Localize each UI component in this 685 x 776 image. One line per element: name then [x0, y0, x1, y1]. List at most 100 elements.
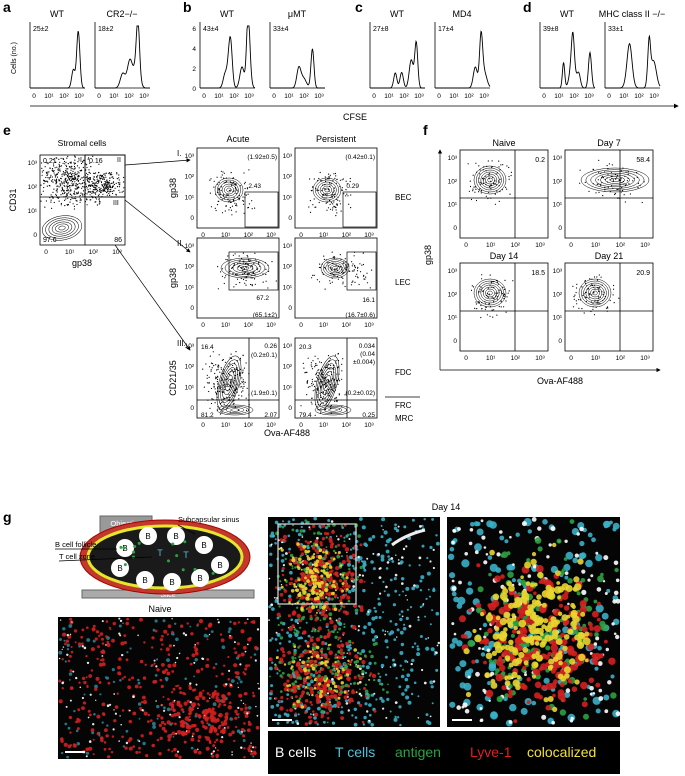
- antigen-dot: [193, 567, 197, 571]
- event-dot: [493, 301, 495, 303]
- event-dot: [53, 165, 55, 167]
- cell: [315, 671, 319, 675]
- event-dot: [70, 180, 72, 182]
- event-dot: [237, 370, 239, 372]
- cell: [138, 751, 141, 754]
- event-dot: [82, 179, 84, 181]
- event-dot: [222, 398, 224, 400]
- cell: [165, 647, 170, 652]
- event-dot: [103, 173, 105, 175]
- event-dot: [57, 197, 60, 199]
- event-dot: [326, 373, 328, 375]
- cell: [196, 623, 200, 626]
- cell: [475, 521, 481, 527]
- event-dot: [609, 299, 611, 302]
- cell: [321, 523, 326, 528]
- event-dot: [59, 184, 61, 186]
- event-dot: [575, 291, 577, 294]
- event-dot: [477, 291, 480, 293]
- cell: [320, 713, 325, 717]
- cell: [461, 705, 465, 709]
- cell: [476, 703, 484, 711]
- event-dot: [322, 381, 324, 383]
- event-dot: [613, 284, 615, 287]
- plot-note: 18±2: [98, 26, 114, 33]
- event-dot: [592, 308, 594, 310]
- cell: [244, 667, 248, 671]
- event-dot: [574, 294, 576, 296]
- cell: [151, 636, 155, 640]
- event-dot: [74, 184, 76, 186]
- event-dot: [483, 178, 485, 180]
- cell: [337, 696, 341, 700]
- event-dot: [246, 254, 248, 257]
- event-dot: [324, 408, 326, 410]
- event-dot: [75, 177, 77, 179]
- event-dot: [233, 286, 235, 288]
- event-dot: [362, 263, 365, 266]
- plot-title: Naive: [492, 138, 515, 148]
- cell: [456, 640, 463, 647]
- cell: [288, 597, 292, 602]
- cell: [343, 524, 347, 527]
- event-dot: [262, 281, 264, 283]
- cell: [80, 635, 84, 639]
- event-dot: [95, 172, 97, 174]
- event-dot: [72, 170, 74, 172]
- event-dot: [324, 394, 326, 396]
- cell: [297, 713, 300, 716]
- antigen-dot: [119, 545, 123, 549]
- event-dot: [118, 177, 120, 179]
- cell: [325, 711, 329, 715]
- event-dot: [105, 172, 107, 174]
- event-dot: [311, 385, 313, 387]
- event-dot: [304, 372, 306, 374]
- event-dot: [333, 190, 335, 192]
- cell: [613, 632, 617, 636]
- event-dot: [486, 165, 488, 167]
- cell: [160, 716, 164, 720]
- cell: [288, 633, 293, 638]
- cell: [385, 655, 388, 659]
- cell: [244, 703, 247, 706]
- event-dot: [587, 287, 590, 290]
- cell: [405, 586, 410, 591]
- cell: [416, 652, 421, 657]
- event-dot: [475, 303, 477, 305]
- cell: [152, 721, 156, 726]
- gate: [84, 154, 126, 198]
- cell: [325, 657, 328, 660]
- event-dot: [235, 351, 237, 353]
- cell: [138, 740, 141, 743]
- event-dot: [219, 385, 221, 387]
- event-dot: [467, 163, 469, 165]
- event-dot: [242, 262, 244, 264]
- event-dot: [330, 386, 332, 388]
- event-dot: [237, 196, 239, 198]
- event-dot: [267, 287, 269, 289]
- plot-title: Stromal cells: [58, 138, 107, 148]
- cell: [323, 720, 326, 724]
- tick-label: 10³: [364, 322, 374, 329]
- event-dot: [332, 180, 334, 182]
- event-dot: [321, 189, 323, 192]
- event-dot: [75, 188, 77, 190]
- cell: [483, 546, 487, 549]
- event-dot: [592, 183, 594, 185]
- event-dot: [491, 160, 493, 162]
- cell: [321, 536, 326, 541]
- event-dot: [322, 398, 324, 400]
- event-dot: [226, 376, 228, 378]
- event-dot: [258, 263, 260, 265]
- event-dot: [240, 391, 243, 393]
- cell: [268, 619, 270, 621]
- event-dot: [497, 283, 499, 285]
- cell: [246, 728, 251, 733]
- event-dot: [90, 166, 92, 168]
- cell: [361, 720, 365, 724]
- event-dot: [350, 284, 353, 286]
- cell: [142, 695, 146, 700]
- gate-value: (0.04: [360, 351, 375, 358]
- cell: [274, 538, 277, 541]
- cell: [581, 589, 587, 596]
